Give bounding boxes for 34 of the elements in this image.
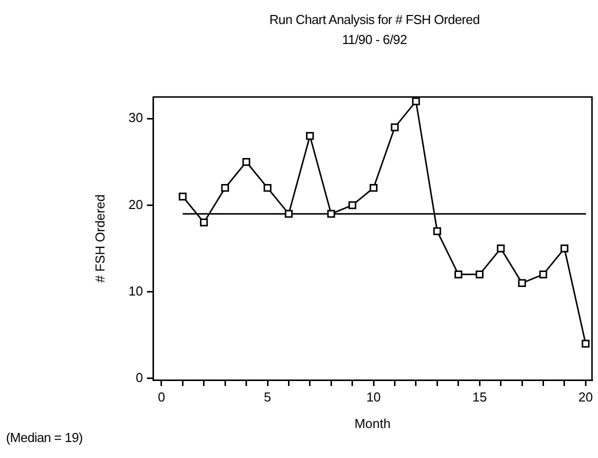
point [200, 218, 208, 226]
point [476, 270, 484, 278]
point [264, 184, 272, 192]
x-tick-label: 20 [578, 389, 593, 404]
point [221, 184, 230, 192]
point [390, 123, 399, 132]
point [518, 279, 526, 288]
x-tick-label: 5 [264, 389, 272, 404]
point [560, 244, 568, 252]
chart-title: Run Chart Analysis for # FSH Ordered [268, 12, 481, 27]
point [306, 132, 314, 140]
y-tick-label: 0 [136, 370, 143, 385]
x-tick-label: 10 [366, 389, 381, 404]
y-axis-title: # FSH Ordered [92, 194, 108, 283]
point [539, 270, 548, 278]
point [370, 184, 378, 192]
point [242, 158, 250, 166]
point [327, 210, 336, 218]
point [454, 270, 462, 278]
chart-subtitle: 11/90 - 6/92 [341, 32, 408, 47]
point [412, 97, 420, 106]
y-tick-label: 20 [128, 196, 143, 212]
x-tick-label: 0 [158, 389, 166, 404]
point [433, 227, 442, 236]
point [178, 192, 187, 200]
point [284, 210, 293, 218]
x-axis-title: Month [354, 416, 391, 431]
point [348, 201, 356, 210]
point [582, 340, 590, 348]
x-tick-label: 15 [472, 389, 487, 404]
y-tick-label: 30 [128, 110, 143, 126]
text: (Median = 19) [6, 430, 83, 445]
point [496, 244, 505, 252]
y-tick-label: 10 [128, 283, 143, 298]
